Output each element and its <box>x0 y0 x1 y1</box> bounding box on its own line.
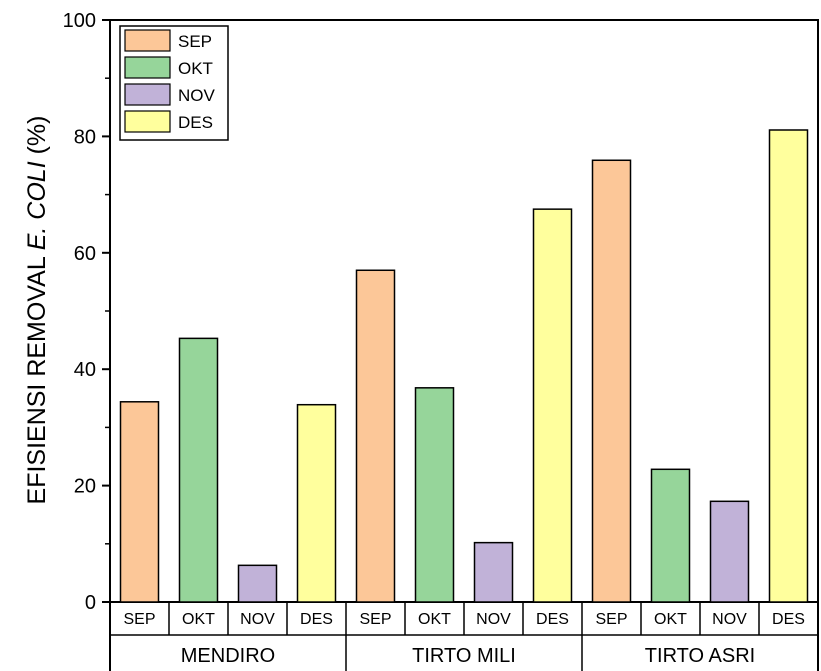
y-tick-label: 40 <box>74 359 96 381</box>
x-category-label: OKT <box>418 611 451 628</box>
y-tick-label: 80 <box>74 126 96 148</box>
x-category-label: OKT <box>654 611 687 628</box>
bar-okt-mendiro <box>178 337 219 603</box>
bar-okt-tirto-asri <box>650 468 691 603</box>
bar-sep-mendiro <box>119 401 160 603</box>
x-category-label: NOV <box>240 611 275 628</box>
x-category-label: SEP <box>123 611 155 628</box>
bar-sep-tirto-asri <box>591 159 632 603</box>
x-category-label: SEP <box>595 611 627 628</box>
bar-des-mendiro <box>296 403 337 603</box>
y-axis-ticks: 0 20 40 60 80 100 <box>63 10 110 614</box>
y-axis-label-part: (%) <box>23 116 51 162</box>
bar-okt-tirto-mili <box>414 387 455 603</box>
legend-swatch <box>124 56 171 79</box>
x-category-label: OKT <box>182 611 215 628</box>
legend-label: OKT <box>178 59 213 78</box>
bar-nov-mendiro <box>237 564 278 603</box>
bar-nov-tirto-asri <box>709 500 750 603</box>
x-category-label: DES <box>536 611 569 628</box>
y-tick-label: 0 <box>85 592 96 614</box>
x-category-label: DES <box>300 611 333 628</box>
legend-label: NOV <box>178 86 216 105</box>
y-tick-label: 20 <box>74 476 96 498</box>
x-category-label: NOV <box>712 611 747 628</box>
x-category-label: DES <box>772 611 805 628</box>
x-axis-category-table: SEP OKT NOV DES MENDIRO SEP OKT NOV DES TIRTO MIL… <box>109 602 819 671</box>
bar-des-tirto-asri <box>768 129 809 603</box>
x-category-label: NOV <box>476 611 511 628</box>
bars <box>119 129 809 603</box>
y-tick-label: 60 <box>74 243 96 265</box>
x-group-label: TIRTO MILI <box>412 645 516 667</box>
legend-label: SEP <box>178 32 212 51</box>
legend-swatch <box>124 110 171 133</box>
y-axis-label-part: E. COLI <box>23 161 51 250</box>
y-axis-label-part: EFISIENSI REMOVAL <box>23 250 51 504</box>
legend-swatch <box>124 29 171 52</box>
x-category-label: SEP <box>359 611 391 628</box>
legend-swatch <box>124 83 171 106</box>
x-group-label: TIRTO ASRI <box>645 645 755 667</box>
legend: SEP OKT NOV DES <box>119 25 229 141</box>
x-group-label: MENDIRO <box>181 645 275 667</box>
legend-label: DES <box>178 113 213 132</box>
y-tick-label: 100 <box>63 10 96 32</box>
bar-sep-tirto-mili <box>355 269 396 603</box>
bar-nov-tirto-mili <box>473 541 514 603</box>
y-axis-label: EFISIENSI REMOVAL E. COLI (%) <box>23 116 51 505</box>
bar-des-tirto-mili <box>532 208 573 603</box>
